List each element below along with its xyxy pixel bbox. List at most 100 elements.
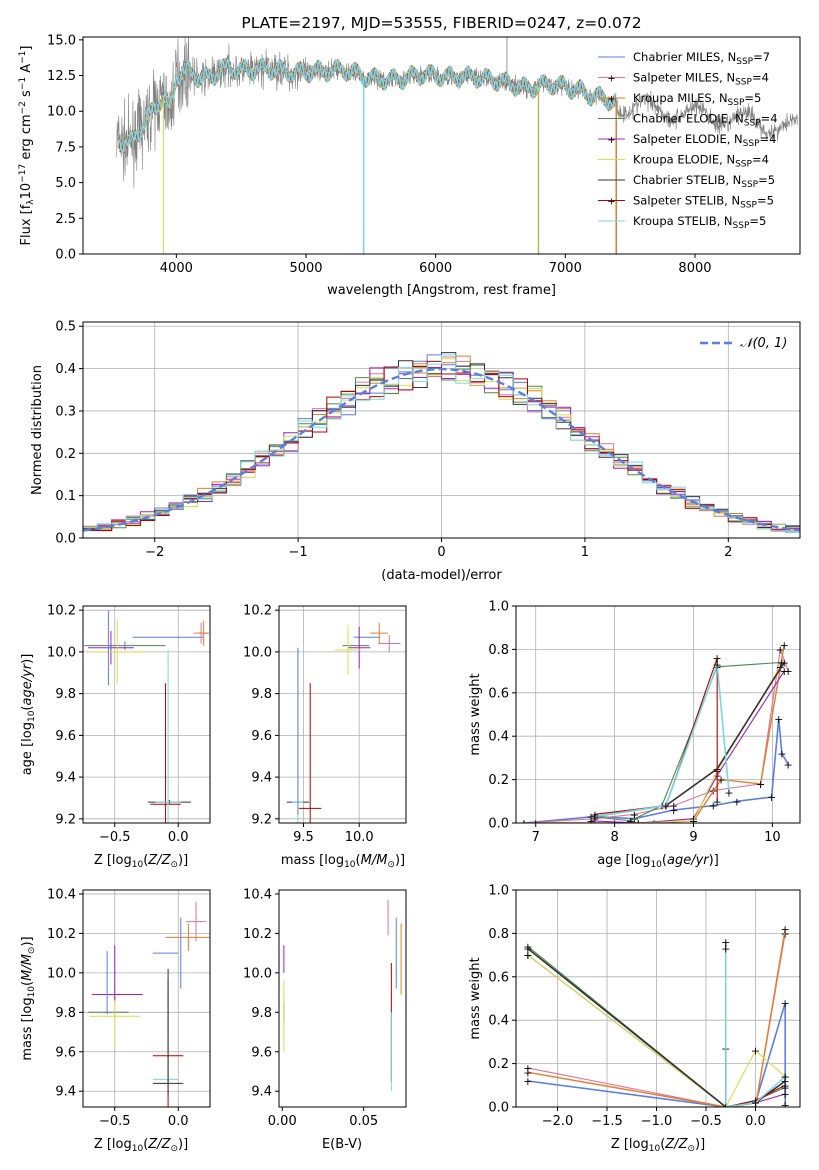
series-line <box>725 948 786 1107</box>
plot-area <box>84 610 209 823</box>
y-tick-label: 1.0 <box>488 600 509 615</box>
series-marker: + <box>531 817 540 830</box>
x-tick-label: −2 <box>145 545 164 560</box>
series-marker: + <box>590 810 599 823</box>
y-tick-label: 10.0 <box>47 105 76 120</box>
series-marker: + <box>689 815 698 828</box>
y-tick-label: 10.2 <box>243 927 272 942</box>
x-tick-label: 0 <box>437 545 445 560</box>
series-marker: + <box>523 1075 532 1088</box>
legend-entry-7: Salpeter STELIB, NSSP=5 <box>633 194 774 211</box>
legend-marker: + <box>607 197 615 208</box>
panel-weight_vs_age: ++ ++ + + +++++ + +++++++ + + ++ +++ +++ ++ + ++++ + +++… <box>488 600 801 845</box>
x-axis-label: (data-model)/error <box>381 568 502 583</box>
y-axis-label: mass weight <box>468 673 483 755</box>
y-tick-label: 9.4 <box>251 1085 272 1100</box>
y-tick-label: 0.5 <box>55 320 76 335</box>
y-tick-label: 9.8 <box>251 687 272 702</box>
panel-spectrum: 4000 5000 6000 7000 8000 0.0 2.5 5.0 7.5 10.0 12.5… <box>47 33 801 276</box>
series-marker: + <box>781 927 790 940</box>
x-tick-label: −0.5 <box>690 1114 722 1129</box>
series-marker: + <box>586 810 595 823</box>
series-marker: + <box>717 774 726 787</box>
series-marker: + <box>661 800 670 813</box>
y-tick-label: 9.6 <box>55 729 76 744</box>
x-tick-label: 8000 <box>678 261 711 276</box>
x-tick-label: 4000 <box>160 261 193 276</box>
y-tick-label: 9.4 <box>55 771 76 786</box>
axes-frame <box>515 605 801 824</box>
series-marker: + <box>756 778 765 791</box>
y-tick-label: 0.0 <box>55 248 76 263</box>
x-tick-label: −2.0 <box>542 1114 574 1129</box>
series-marker: + <box>523 949 532 962</box>
series-marker: + <box>781 923 790 936</box>
y-tick-label: 0.2 <box>55 447 76 462</box>
series-marker: + <box>732 795 741 808</box>
y-tick-label: 9.2 <box>251 812 272 827</box>
x-tick-label: 5000 <box>289 261 322 276</box>
legend-marker: + <box>607 135 615 146</box>
series-marker: + <box>630 813 639 826</box>
y-tick-label: 10.0 <box>243 966 272 981</box>
series-marker: + <box>590 810 599 823</box>
series-marker: + <box>669 804 678 817</box>
legend-entry-5: Kroupa ELODIE, NSSP=4 <box>633 153 769 170</box>
y-tick-label: 10.2 <box>47 604 76 619</box>
x-tick-label: −1.5 <box>591 1114 623 1129</box>
legend-entry-6: Chabrier STELIB, NSSP=5 <box>633 173 775 190</box>
legend-entry-1: Salpeter MILES, NSSP=4 <box>633 71 769 88</box>
y-tick-label: 0.0 <box>488 817 509 832</box>
panel-mass_vs_EBV: 0.00 0.05 9.4 9.6 9.8 10.0 10.2 10.4 <box>243 887 407 1129</box>
series-line <box>527 954 786 1107</box>
x-tick-label: 7 <box>532 830 540 845</box>
y-axis-label: mass weight <box>468 957 483 1039</box>
y-tick-label: 9.4 <box>55 1085 76 1100</box>
series-marker: + <box>784 665 793 678</box>
series-marker: + <box>774 713 783 726</box>
x-tick-label: 6000 <box>419 261 452 276</box>
y-tick-label: 0.4 <box>488 730 509 745</box>
legend-entry-8: Kroupa STELIB, NSSP=5 <box>633 214 766 231</box>
y-tick-label: 0.6 <box>488 970 509 985</box>
series-marker: + <box>776 643 785 656</box>
series-marker: + <box>713 652 722 665</box>
axes-frame <box>82 889 211 1108</box>
axes-frame <box>82 36 801 255</box>
x-axis-label: Z [log10(Z/Z⊙)] <box>94 1137 188 1154</box>
series-marker: + <box>784 758 793 771</box>
x-tick-label: −0.5 <box>99 830 131 845</box>
series-marker: + <box>523 1062 532 1075</box>
series-marker: + <box>777 656 786 669</box>
y-tick-label: 1.0 <box>488 884 509 899</box>
series-line <box>594 657 718 815</box>
y-tick-label: 9.2 <box>55 812 76 827</box>
y-tick-label: 10.4 <box>243 887 272 902</box>
panel-mass_vs_Z: −0.5 0.0 9.4 9.6 9.8 10.0 10.2 10.4 <box>47 887 211 1129</box>
series-marker: + <box>721 936 730 949</box>
series-line <box>590 661 782 822</box>
y-tick-label: 9.8 <box>251 1006 272 1021</box>
plot-area: ++ ++ + + +++++ + +++++++ + + ++ +++ +++ ++ + ++++ + +++… <box>519 639 793 830</box>
series-marker: + <box>781 1079 790 1092</box>
series-marker: + <box>689 813 698 826</box>
y-tick-label: 9.6 <box>55 1045 76 1060</box>
series-marker: + <box>777 748 786 761</box>
y-tick-label: 7.5 <box>55 140 76 155</box>
series-line <box>535 644 785 823</box>
x-tick-label: 10.0 <box>345 830 374 845</box>
x-tick-label: 9.5 <box>293 830 314 845</box>
legend-entry-3: Chabrier ELODIE, NSSP=4 <box>633 112 778 129</box>
series-marker: + <box>780 665 789 678</box>
y-tick-label: 9.8 <box>55 1006 76 1021</box>
y-tick-label: 10.2 <box>47 927 76 942</box>
series-marker: + <box>649 817 658 830</box>
y-axis-label: mass [log10(M/M⊙)] <box>20 936 37 1060</box>
plot-area <box>286 622 401 823</box>
series-marker: + <box>634 817 643 830</box>
series-marker: + <box>586 815 595 828</box>
panel-age_vs_Z: −0.5 0.0 9.2 9.4 9.6 9.8 10.0 10.2 <box>47 604 211 845</box>
series-marker: + <box>669 800 678 813</box>
series-marker: + <box>721 1101 730 1114</box>
series-marker: + <box>751 1101 760 1114</box>
